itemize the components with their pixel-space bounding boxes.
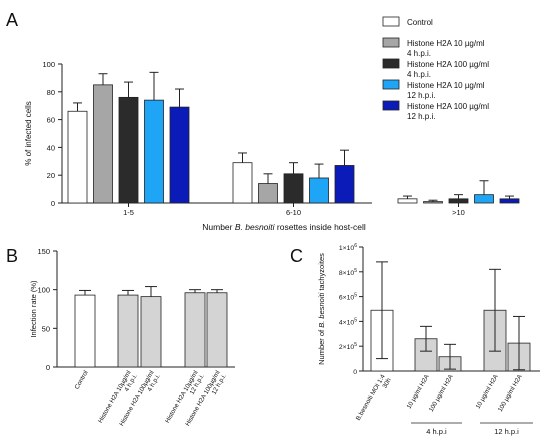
a-legend-label: Histone H2A 100 µg/ml bbox=[407, 102, 489, 111]
c-y-axis-label-part: Number of bbox=[317, 328, 326, 365]
a-bar bbox=[144, 99, 164, 204]
a-legend-swatch bbox=[382, 79, 400, 90]
b-y-tick-label: 150 bbox=[37, 247, 50, 256]
c-x-tick-label-line: 100 µg/ml H2A bbox=[497, 373, 524, 413]
c-x-tick-label-line: 10 µg/ml H2A bbox=[406, 373, 432, 410]
a-y-tick-label: 20 bbox=[47, 171, 55, 180]
c-y-tick-label: 6×105 bbox=[339, 293, 357, 302]
b-y-axis-label: Infection rate (%) bbox=[29, 280, 38, 338]
c-y-axis-label: Number of B. besnoiti tachyzoites bbox=[317, 253, 326, 365]
panel-letter-a: A bbox=[6, 10, 18, 30]
a-bar bbox=[93, 84, 113, 204]
a-bar bbox=[67, 110, 88, 204]
a-bar bbox=[118, 96, 139, 204]
c-x-tick-label: 10 µg/ml H2A bbox=[406, 373, 432, 410]
a-legend-label: Histone H2A 100 µg/ml bbox=[407, 60, 489, 69]
c-y-tick-label-exp: 5 bbox=[354, 293, 357, 299]
b-bar bbox=[184, 292, 206, 368]
b-bar bbox=[74, 294, 96, 368]
c-y-tick-label-exp: 5 bbox=[354, 317, 357, 323]
a-bar bbox=[283, 173, 304, 204]
a-legend-label: 12 h.p.i. bbox=[407, 91, 435, 100]
a-x-axis-label: Number B. besnoiti rosettes inside host-… bbox=[202, 222, 366, 232]
c-x-tick-label: B.besnoiti MOI 1:430h bbox=[355, 373, 393, 425]
panel-letter-c: C bbox=[290, 246, 303, 266]
b-bar bbox=[117, 294, 139, 368]
a-legend-swatch bbox=[382, 37, 400, 48]
a-bar bbox=[334, 165, 355, 204]
c-x-tick-label: 100 µg/ml H2A bbox=[497, 373, 524, 413]
a-x-tick-label: 1-5 bbox=[123, 208, 134, 217]
a-legend-swatch bbox=[382, 16, 400, 27]
a-bar bbox=[423, 201, 443, 204]
c-x-tick-label: 100 µg/ml H2A bbox=[428, 373, 455, 413]
b-y-tick-label: 50 bbox=[42, 324, 50, 333]
a-x-tick-label: 6-10 bbox=[286, 208, 301, 217]
chart-a: 0 20 40 60 80 100 % of infected cells 1-5 6-10 >1… bbox=[24, 16, 520, 232]
a-bar bbox=[309, 177, 329, 204]
a-bar bbox=[258, 183, 278, 204]
c-x-tick-label-line: 30h bbox=[381, 377, 393, 390]
c-y-axis-label-part: B. besnoiti bbox=[317, 292, 326, 327]
a-bar bbox=[474, 194, 494, 204]
b-y-tick-label: 100 bbox=[37, 286, 50, 295]
a-legend-label: Histone H2A 10 µg/ml bbox=[407, 81, 485, 90]
c-y-tick-label-base: 6×10 bbox=[339, 295, 355, 302]
b-x-tick-label-line: Control bbox=[74, 370, 90, 391]
c-group-label: 4 h.p.i bbox=[426, 427, 447, 436]
c-y-tick-label-exp: 5 bbox=[354, 342, 357, 348]
c-y-tick-label-base: 4×10 bbox=[339, 319, 355, 326]
c-y-tick-label-base: 2×10 bbox=[339, 344, 355, 351]
a-y-tick-label: 100 bbox=[42, 60, 55, 69]
c-x-tick-label-line: B.besnoiti MOI 1:4 bbox=[355, 373, 387, 422]
a-legend-label: Control bbox=[407, 18, 433, 27]
c-y-tick-label-base: 1×10 bbox=[339, 245, 355, 252]
b-bar bbox=[206, 292, 228, 368]
c-y-tick-label: 2×105 bbox=[339, 342, 357, 351]
c-x-tick-label: 10 µg/ml H2A bbox=[475, 373, 501, 410]
c-x-tick-label-line: 10 µg/ml H2A bbox=[475, 373, 501, 410]
a-bar bbox=[499, 198, 520, 204]
a-x-axis-label-part: Number bbox=[202, 222, 235, 232]
a-x-axis-label-part: B. besnoiti bbox=[235, 222, 276, 232]
c-group-label: 12 h.p.i bbox=[494, 427, 519, 436]
a-legend-label: 12 h.p.i. bbox=[407, 112, 435, 121]
c-y-tick-label: 8×105 bbox=[339, 268, 357, 277]
a-legend-swatch bbox=[382, 100, 400, 111]
a-legend-label: 4 h.p.i. bbox=[407, 49, 431, 58]
a-bar bbox=[448, 198, 469, 204]
a-y-tick-label: 40 bbox=[47, 143, 55, 152]
c-y-tick-label-exp: 6 bbox=[354, 243, 357, 249]
a-bar bbox=[169, 106, 190, 204]
c-y-tick-label-base: 0 bbox=[353, 369, 357, 376]
a-y-axis-label: % of infected cells bbox=[24, 101, 33, 165]
c-x-tick-label-line: 100 µg/ml H2A bbox=[428, 373, 455, 413]
a-bar bbox=[232, 162, 253, 204]
a-y-tick-label: 60 bbox=[47, 116, 55, 125]
a-legend-label: 4 h.p.i. bbox=[407, 70, 431, 79]
c-y-tick-label-base: 8×10 bbox=[339, 270, 355, 277]
a-y-tick-label: 0 bbox=[51, 199, 55, 208]
c-y-tick-label: 4×105 bbox=[339, 317, 357, 326]
c-y-tick-label: 0 bbox=[353, 369, 357, 376]
a-x-axis-label-part: rosettes inside host-cell bbox=[275, 222, 366, 232]
b-x-tick-label: Control bbox=[74, 370, 90, 391]
b-y-tick-label: 0 bbox=[46, 363, 50, 372]
a-y-tick-label: 80 bbox=[47, 88, 55, 97]
a-bar bbox=[397, 198, 418, 204]
c-y-axis-label-part: tachyzoites bbox=[317, 253, 326, 293]
panel-letter-b: B bbox=[6, 246, 18, 266]
c-y-tick-label: 1×106 bbox=[339, 243, 357, 252]
a-legend-label: Histone H2A 10 µg/ml bbox=[407, 39, 485, 48]
c-y-tick-label-exp: 5 bbox=[354, 268, 357, 274]
a-legend-swatch bbox=[382, 58, 400, 69]
a-x-tick-label: >10 bbox=[452, 208, 465, 217]
b-bar bbox=[140, 296, 162, 368]
